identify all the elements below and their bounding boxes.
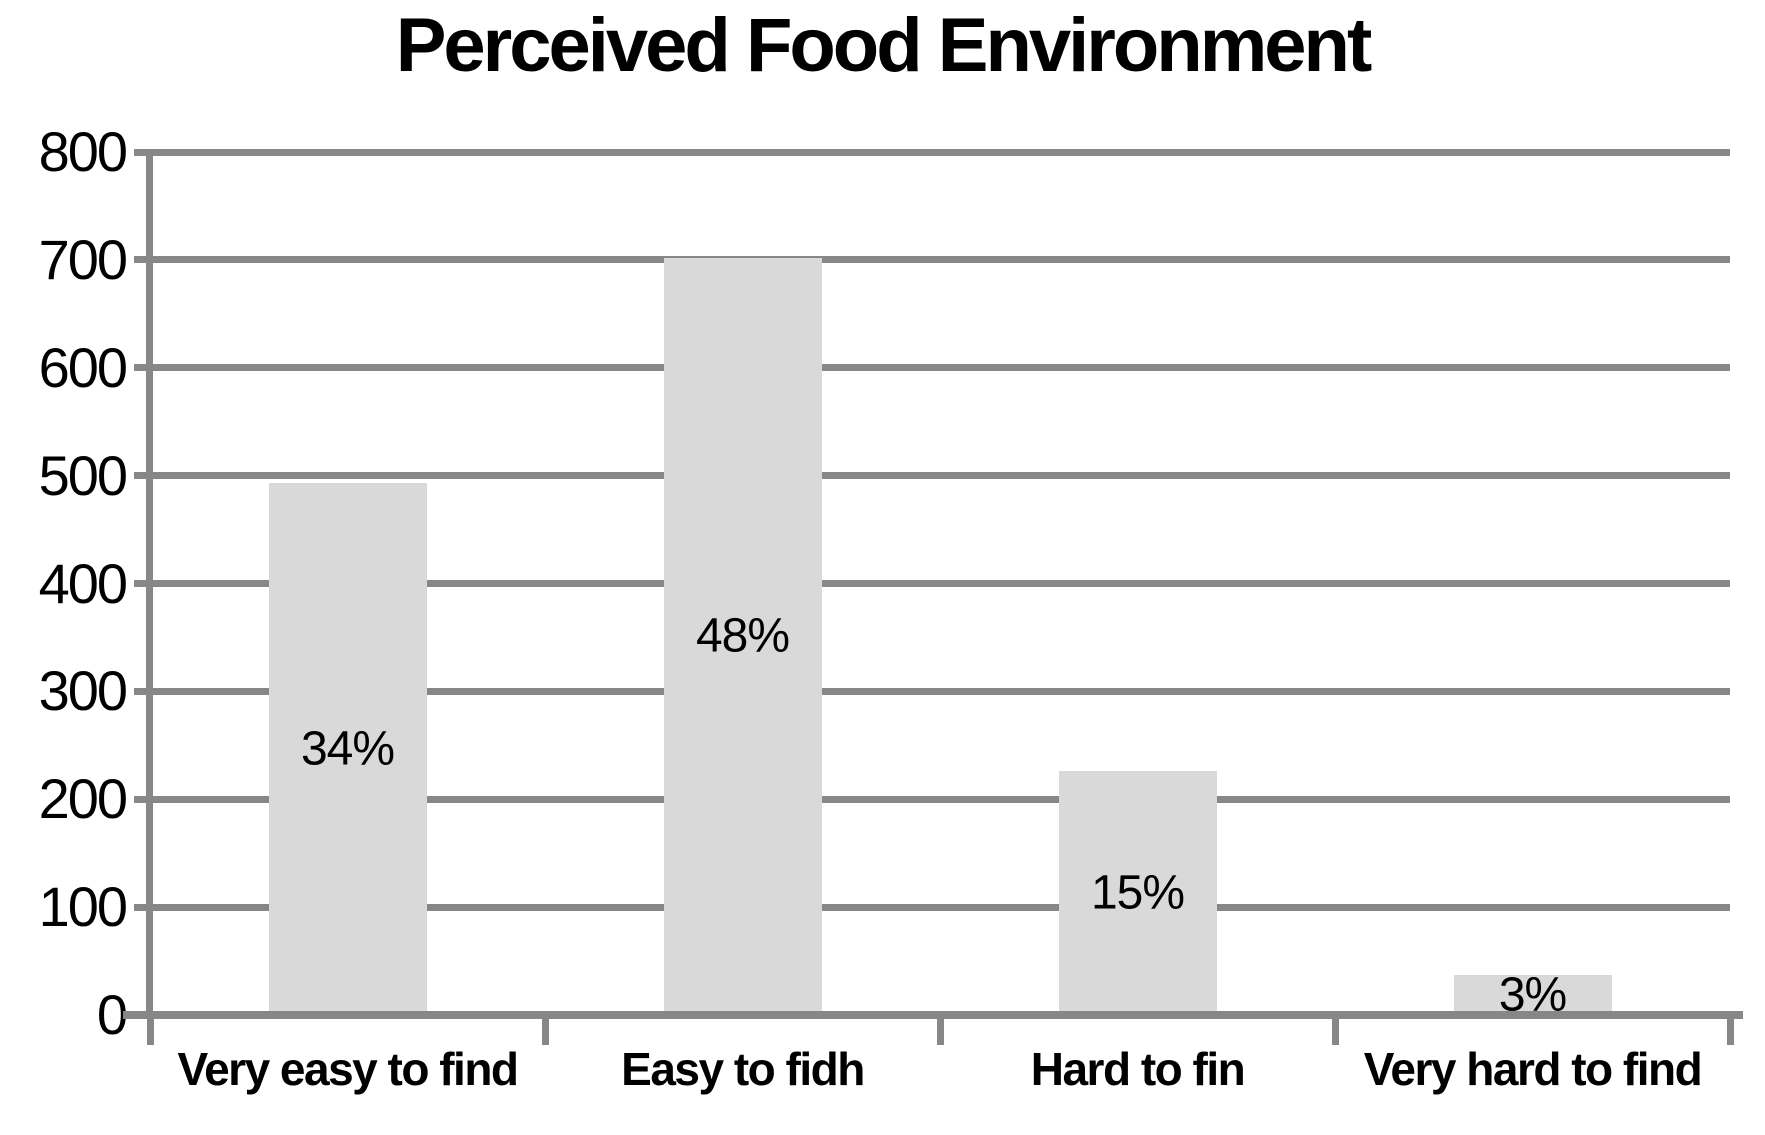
y-tick-label-400: 400	[38, 551, 128, 615]
chart-title: Perceived Food Environment	[395, 3, 1373, 88]
x-boundary-tick-0	[146, 1015, 154, 1045]
category-label-3: Hard to fin	[1030, 1043, 1246, 1095]
bar-4: 3%	[1453, 969, 1612, 1022]
gridline-100	[134, 903, 1730, 911]
x-axis-line	[123, 1011, 1743, 1019]
bar-1: 34%	[268, 483, 427, 1015]
y-tick-label-200: 200	[38, 767, 128, 831]
y-tick-label-700: 700	[38, 227, 128, 291]
gridline-700	[134, 256, 1730, 264]
y-tick-label-800: 800	[38, 120, 128, 183]
bar-2: 48%	[663, 257, 822, 1015]
gridline-600	[134, 364, 1730, 372]
gridline-300	[134, 687, 1730, 695]
x-boundary-tick-4	[1726, 1015, 1734, 1045]
gridline-200	[134, 795, 1730, 803]
gridline-500	[134, 472, 1730, 480]
bar-value-label-3: 15%	[1090, 866, 1185, 920]
plot-area: 34% 48% 15% 3%	[134, 148, 1730, 1022]
x-boundary-tick-2	[936, 1015, 944, 1045]
x-boundary-tick-3	[1331, 1015, 1339, 1045]
y-tick-label-600: 600	[38, 335, 128, 399]
category-label-2: Easy to fidh	[621, 1043, 865, 1095]
bar-value-label-2: 48%	[695, 609, 790, 663]
gridline-400	[134, 580, 1730, 587]
y-tick-label-500: 500	[38, 443, 128, 507]
y-axis-line	[146, 149, 153, 1018]
x-boundary-tick-1	[541, 1015, 549, 1045]
y-tick-label-100: 100	[38, 875, 128, 939]
category-label-4: Very hard to find	[1363, 1043, 1703, 1095]
category-label-1: Very easy to find	[177, 1043, 519, 1095]
y-tick-label-300: 300	[38, 659, 128, 723]
gridline-800	[134, 148, 1730, 156]
y-tick-label-0: 0	[96, 983, 128, 1046]
bar-value-label-1: 34%	[300, 722, 395, 776]
bar-3: 15%	[1058, 771, 1217, 1015]
